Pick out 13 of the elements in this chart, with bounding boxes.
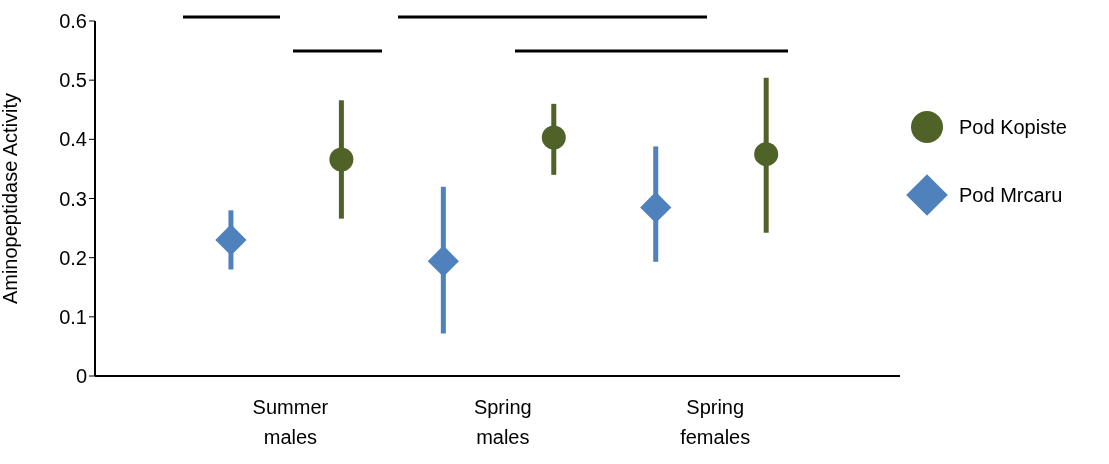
y-tick-label: 0.1 [59,305,87,328]
x-tick-label: Spring males [473,396,532,448]
legend-label: Pod Mrcaru [959,183,1063,207]
x-tick-label: Spring females [680,396,751,448]
x-tick-label: Summer males [252,396,329,448]
y-tick-label: 0.3 [59,187,87,210]
y-tick-label: 0.6 [59,10,87,33]
y-axis-title: Aminopeptidase Activity [0,92,22,305]
y-tick-label: 0.4 [59,128,87,151]
y-tick-label: 0 [75,365,87,388]
y-tick-label: 0.2 [59,246,87,269]
y-tick-label: 0.5 [59,69,87,92]
legend-label: Pod Kopiste [959,115,1067,139]
